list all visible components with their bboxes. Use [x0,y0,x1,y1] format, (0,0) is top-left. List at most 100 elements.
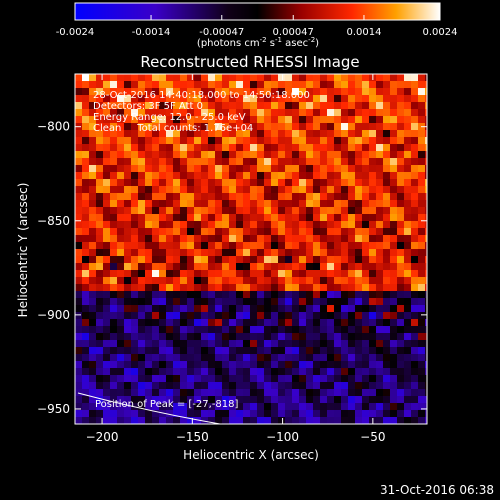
heatmap-cell [75,235,82,242]
heatmap-cell [292,270,299,277]
heatmap-cell [257,291,264,298]
heatmap-cell [341,291,348,298]
heatmap-cell [285,382,292,389]
heatmap-cell [334,361,341,368]
heatmap-cell [383,214,390,221]
heatmap-cell [124,326,131,333]
heatmap-cell [159,347,166,354]
heatmap-cell [292,389,299,396]
heatmap-cell [334,417,341,424]
heatmap-cell [264,347,271,354]
heatmap-cell [215,333,222,340]
heatmap-cell [341,95,348,102]
heatmap-cell [110,193,117,200]
heatmap-cell [75,130,82,137]
heatmap-cell [145,319,152,326]
heatmap-cell [236,95,243,102]
heatmap-cell [425,389,427,396]
heatmap-cell [159,88,166,95]
heatmap-cell [292,256,299,263]
heatmap-cell [124,312,131,319]
heatmap-cell [159,207,166,214]
heatmap-cell [383,396,390,403]
heatmap-cell [173,361,180,368]
heatmap-cell [292,417,299,424]
heatmap-cell [369,137,376,144]
heatmap-cell [222,235,229,242]
heatmap-cell [341,284,348,291]
heatmap-cell [390,249,397,256]
heatmap-cell [229,361,236,368]
heatmap-cell [138,123,145,130]
heatmap-cell [278,95,285,102]
heatmap-cell [159,291,166,298]
heatmap-cell [313,417,320,424]
heatmap-cell [292,186,299,193]
heatmap-cell [264,410,271,417]
heatmap-cell [229,214,236,221]
heatmap-cell [341,158,348,165]
heatmap-cell [425,193,427,200]
heatmap-cell [82,361,89,368]
heatmap-cell [124,361,131,368]
heatmap-cell [103,81,110,88]
heatmap-cell [194,270,201,277]
heatmap-cell [257,312,264,319]
heatmap-cell [306,151,313,158]
heatmap-cell [82,242,89,249]
heatmap-cell [250,284,257,291]
heatmap-cell [376,186,383,193]
heatmap-cell [229,81,236,88]
heatmap-cell [180,95,187,102]
heatmap-cell [117,88,124,95]
heatmap-cell [180,298,187,305]
heatmap-cell [103,347,110,354]
heatmap-cell [96,375,103,382]
heatmap-cell [236,130,243,137]
heatmap-cell [306,137,313,144]
heatmap-cell [201,179,208,186]
heatmap-cell [313,186,320,193]
heatmap-cell [180,291,187,298]
heatmap-cell [299,179,306,186]
heatmap-cell [166,95,173,102]
heatmap-cell [145,228,152,235]
heatmap-cell [103,305,110,312]
heatmap-cell [334,123,341,130]
heatmap-cell [376,242,383,249]
heatmap-cell [187,417,194,424]
heatmap-cell [124,382,131,389]
heatmap-cell [131,277,138,284]
heatmap-cell [75,298,82,305]
heatmap-cell [369,165,376,172]
heatmap-cell [306,235,313,242]
heatmap-cell [103,291,110,298]
heatmap-cell [166,200,173,207]
heatmap-cell [411,88,418,95]
heatmap-cell [425,410,427,417]
heatmap-cell [320,200,327,207]
heatmap-cell [89,389,96,396]
heatmap-cell [96,200,103,207]
heatmap-cell [117,214,124,221]
heatmap-cell [215,116,222,123]
heatmap-cell [75,361,82,368]
heatmap-cell [243,270,250,277]
heatmap-cell [173,305,180,312]
heatmap-cell [82,410,89,417]
heatmap-cell [75,186,82,193]
heatmap-cell [215,340,222,347]
heatmap-cell [243,305,250,312]
heatmap-cell [222,165,229,172]
heatmap-cell [425,207,427,214]
heatmap-cell [201,417,208,424]
heatmap-cell [278,375,285,382]
heatmap-cell [89,200,96,207]
heatmap-cell [173,354,180,361]
heatmap-cell [250,417,257,424]
heatmap-cell [390,368,397,375]
heatmap-cell [257,200,264,207]
heatmap-cell [376,256,383,263]
heatmap-cell [75,347,82,354]
heatmap-cell [362,186,369,193]
